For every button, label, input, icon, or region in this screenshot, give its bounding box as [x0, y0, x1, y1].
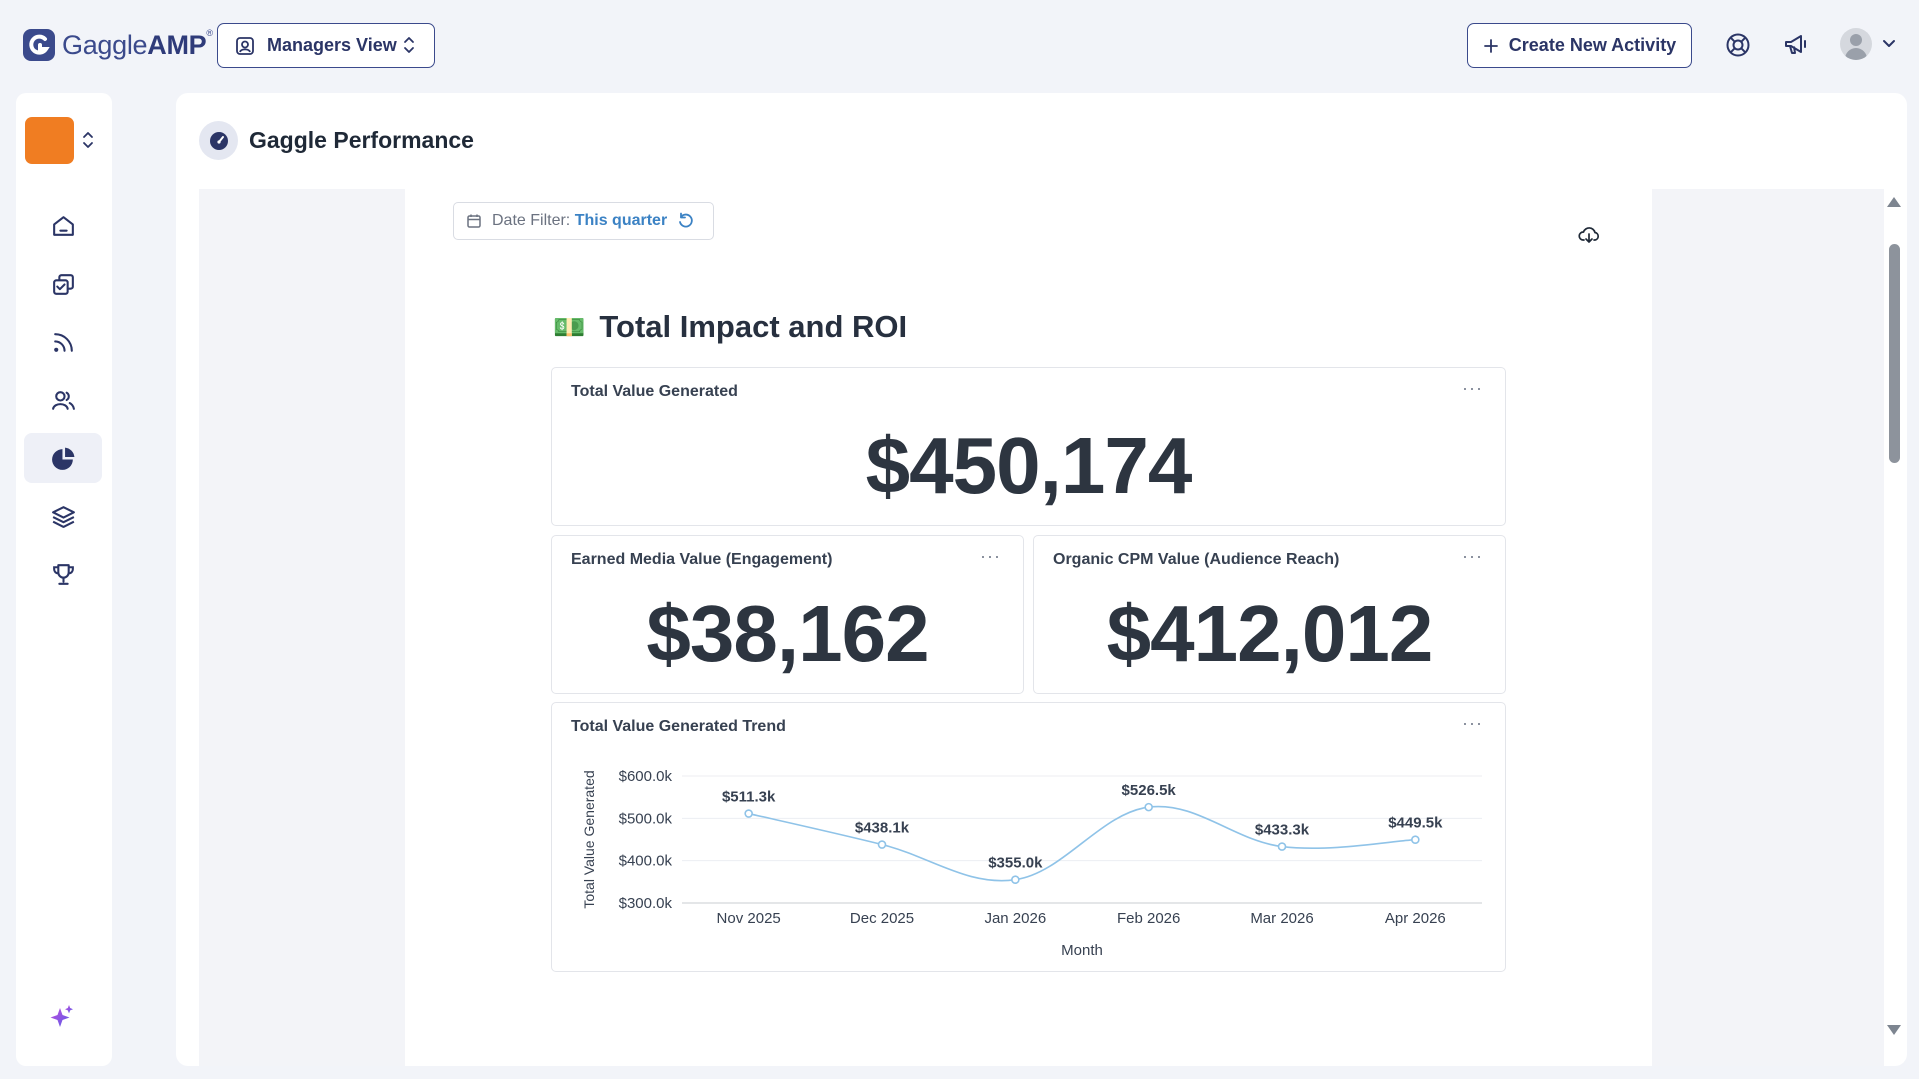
tasks-icon	[52, 273, 74, 295]
card-menu-button[interactable]: ···	[1462, 713, 1483, 733]
x-tick-label: Nov 2025	[717, 910, 781, 927]
user-menu[interactable]	[1840, 28, 1896, 60]
date-filter-label: Date Filter:	[492, 212, 571, 229]
data-label: $526.5k	[1122, 782, 1177, 799]
money-emoji-icon: 💵	[553, 311, 586, 342]
organization-switcher[interactable]	[25, 117, 74, 164]
calendar-icon	[467, 214, 481, 228]
gaggleamp-logo-icon	[23, 29, 55, 61]
data-point	[1144, 802, 1153, 812]
user-square-icon	[236, 36, 254, 55]
x-tick-label: Dec 2025	[850, 910, 914, 927]
data-label: $355.0k	[988, 855, 1043, 872]
series-line	[748, 805, 1416, 882]
x-tick-label: Apr 2026	[1385, 910, 1446, 927]
cloud-download-icon[interactable]	[1578, 225, 1600, 245]
y-axis-title: Total Value Generated	[581, 770, 597, 908]
data-point	[877, 840, 887, 849]
main-panel: Gaggle Performance Date Filter: This qua…	[176, 93, 1907, 1066]
megaphone-icon[interactable]	[1782, 31, 1810, 59]
scroll-up-arrow[interactable]	[1887, 197, 1901, 207]
sidebar-item-home[interactable]	[24, 201, 102, 251]
data-label: $449.5k	[1388, 815, 1443, 832]
card-menu-button[interactable]: ···	[1462, 378, 1483, 398]
chevron-updown-icon	[404, 37, 414, 53]
scroll-down-arrow[interactable]	[1887, 1025, 1901, 1035]
card-menu-button[interactable]: ···	[980, 546, 1001, 566]
earned-media-card: Earned Media Value (Engagement) ··· $38,…	[551, 535, 1024, 694]
date-filter-text: Date Filter: This quarter	[492, 212, 667, 230]
create-new-activity-button[interactable]: Create New Activity	[1467, 23, 1692, 68]
date-filter-value: This quarter	[574, 212, 668, 229]
sidebar-item-feed[interactable]	[24, 317, 102, 367]
chevron-updown-icon[interactable]	[82, 131, 94, 149]
page-title: Gaggle Performance	[249, 127, 474, 153]
sidebar-item-users[interactable]	[24, 375, 102, 425]
data-point	[1277, 842, 1287, 851]
y-tick-label: $300.0k	[619, 895, 673, 912]
x-tick-label: Feb 2026	[1117, 910, 1180, 927]
data-label: $511.3k	[722, 789, 776, 806]
card-title: Total Value Generated Trend	[571, 718, 786, 735]
reset-icon[interactable]	[677, 212, 695, 230]
card-title: Organic CPM Value (Audience Reach)	[1053, 551, 1340, 568]
sidebar-item-activities[interactable]	[24, 259, 102, 309]
data-point	[744, 809, 753, 818]
total-value-card: Total Value Generated ··· $450,174	[551, 367, 1506, 526]
help-lifebuoy-icon[interactable]	[1724, 31, 1752, 59]
sidebar	[16, 93, 112, 1066]
trend-chart-card: Total Value Generated Trend ··· $300.0k $…	[551, 702, 1506, 972]
organic-cpm-card: Organic CPM Value (Audience Reach) ··· $…	[1033, 535, 1506, 694]
trophy-icon	[52, 563, 74, 585]
organic-cpm-number: $412,012	[1106, 589, 1434, 678]
y-tick-label: $400.0k	[619, 853, 673, 870]
ai-sparkle-icon[interactable]	[48, 1003, 76, 1031]
gauge-badge	[199, 121, 238, 160]
view-switcher-label: Managers View	[267, 35, 397, 55]
x-tick-label: Mar 2026	[1250, 910, 1313, 927]
users-icon	[51, 390, 75, 410]
create-new-activity-label: Create New Activity	[1508, 35, 1677, 55]
data-label: $438.1k	[855, 820, 910, 837]
trend-line-chart: $300.0k $400.0k $500.0k $600.0k Nov 2025 Dec …	[581, 768, 1482, 959]
card-menu-button[interactable]: ···	[1462, 546, 1483, 566]
total-value-number: $450,174	[865, 421, 1193, 510]
sidebar-item-analytics[interactable]	[24, 433, 102, 483]
card-title: Total Value Generated	[571, 383, 738, 400]
home-icon	[52, 215, 74, 236]
chevron-down-icon	[1883, 40, 1895, 47]
plus-icon	[1483, 38, 1498, 53]
y-tick-label: $600.0k	[619, 768, 673, 785]
dashboard-canvas: Date Filter: This quarter 💵 Total Impact…	[405, 189, 1652, 1066]
scrollbar-thumb[interactable]	[1889, 244, 1900, 463]
feed-icon	[53, 332, 73, 352]
gaggleamp-logo[interactable]: GaggleAMP®	[22, 26, 213, 64]
earned-media-number: $38,162	[646, 589, 929, 678]
x-tick-label: Jan 2026	[984, 910, 1046, 927]
data-point	[1411, 835, 1420, 845]
view-switcher[interactable]: Managers View	[217, 23, 435, 68]
avatar	[1840, 28, 1872, 60]
page-header: Gaggle Performance	[199, 121, 474, 160]
dashboard-frame: Date Filter: This quarter 💵 Total Impact…	[199, 189, 1884, 1066]
logo-wordmark: GaggleAMP®	[62, 27, 213, 60]
section-title-text: Total Impact and ROI	[599, 309, 908, 344]
layers-icon	[51, 505, 75, 528]
sidebar-item-layers[interactable]	[24, 491, 102, 541]
sidebar-item-leaderboard[interactable]	[24, 549, 102, 599]
section-title: 💵 Total Impact and ROI	[553, 309, 907, 345]
top-bar: GaggleAMP® Managers View Create New Acti…	[0, 0, 1919, 92]
x-axis-title: Month	[1061, 942, 1103, 959]
analytics-icon	[51, 447, 74, 470]
data-label: $433.3k	[1255, 822, 1310, 839]
date-filter[interactable]: Date Filter: This quarter	[453, 202, 714, 240]
y-tick-label: $500.0k	[619, 810, 673, 827]
gauge-icon	[209, 131, 228, 150]
card-title: Earned Media Value (Engagement)	[571, 551, 833, 568]
data-point	[1011, 875, 1020, 885]
